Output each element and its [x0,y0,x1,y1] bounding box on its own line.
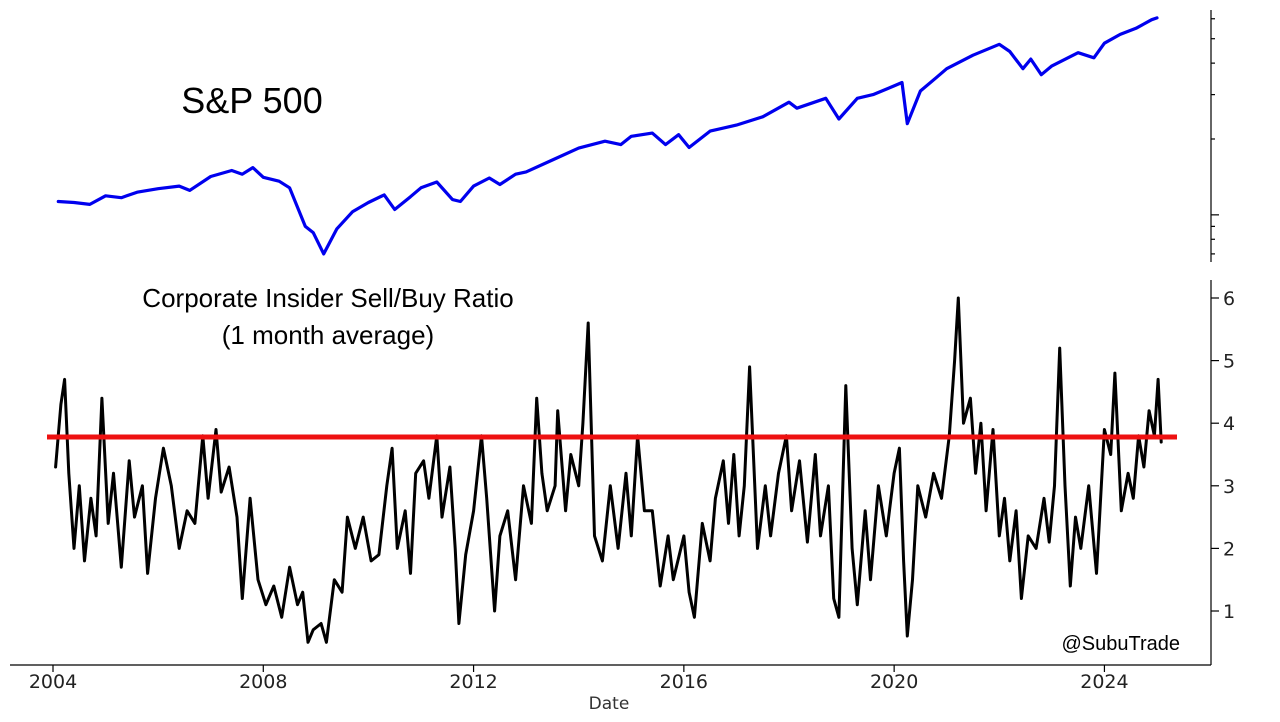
y-tick-label: 1 [1223,601,1235,623]
insider-ratio-panel: 1 2 3 4 5 6 2004 2008 2012 2016 2020 2024 Corporat… [10,280,1235,714]
x-axis-label: Date [589,694,630,714]
sp500-title: S&P 500 [181,80,322,121]
y-tick-label: 4 [1223,413,1235,435]
x-tick-label: 2016 [660,671,708,693]
x-tick-label: 2024 [1080,671,1128,693]
y-tick-label: 3 [1223,476,1235,498]
insider-title-line-2: (1 month average) [222,320,434,350]
x-tick-label: 2020 [870,671,918,693]
sp500-panel: S&P 500 [56,10,1219,262]
x-tick-label: 2012 [449,671,497,693]
y-tick-label: 6 [1223,288,1235,310]
y-tick-label: 5 [1223,351,1235,373]
x-axis-ticks: 2004 2008 2012 2016 2020 2024 [29,665,1129,693]
sp500-line [56,16,1159,256]
x-tick-label: 2004 [29,671,77,693]
insider-title-line-1: Corporate Insider Sell/Buy Ratio [142,283,513,313]
watermark: @SubuTrade [1061,633,1180,655]
y-tick-label: 2 [1223,538,1235,560]
top-axis-ticks [1211,18,1219,255]
x-tick-label: 2008 [239,671,287,693]
insider-ratio-line [54,296,1163,644]
y-axis-ticks: 1 2 3 4 5 6 [1211,288,1235,623]
